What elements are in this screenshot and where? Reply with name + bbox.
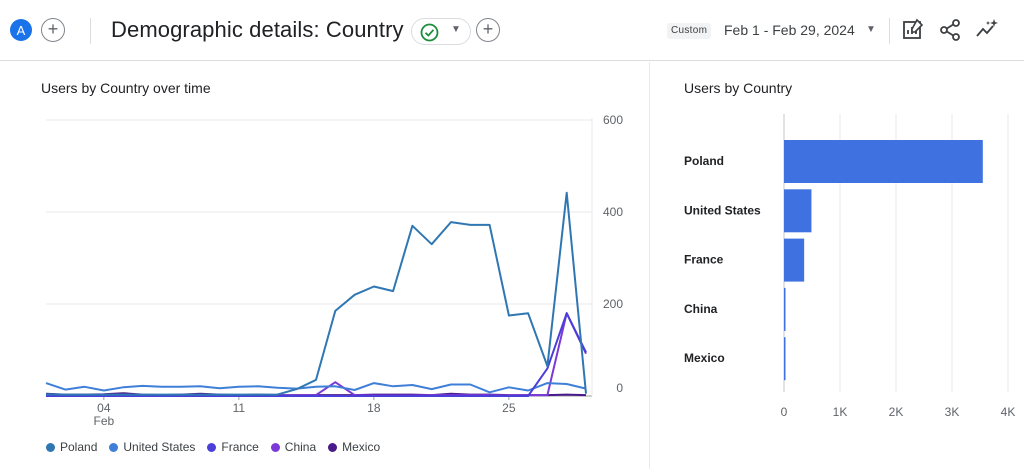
legend-item[interactable]: Mexico — [328, 440, 380, 454]
edit-report-icon[interactable] — [900, 17, 926, 43]
bar-poland — [784, 140, 983, 183]
bar-united-states — [784, 189, 812, 233]
chevron-down-icon[interactable]: ▼ — [866, 24, 876, 35]
bar-label: Poland — [684, 154, 724, 168]
series-line-china — [45, 312, 587, 397]
bar-chart-title: Users by Country — [684, 80, 793, 96]
y-tick-label: 0 — [616, 381, 623, 395]
legend-item[interactable]: Poland — [46, 440, 97, 454]
bar-china — [784, 287, 786, 331]
x-tick-label: 4K — [1001, 405, 1016, 419]
bar-label: France — [684, 253, 724, 267]
series-line-united-states — [45, 382, 587, 394]
series-line-poland — [45, 191, 587, 396]
x-tick-label: 25 — [502, 401, 516, 415]
legend-label: Mexico — [342, 440, 381, 454]
y-tick-label: 400 — [603, 205, 623, 219]
plus-icon: + — [482, 19, 494, 39]
plus-icon: + — [47, 19, 59, 39]
header-divider — [90, 18, 91, 44]
x-tick-label: 0 — [781, 405, 788, 419]
bar-label: Mexico — [684, 351, 725, 365]
y-tick-label: 600 — [603, 113, 623, 127]
legend-dot — [46, 442, 55, 452]
report-header: A + Demographic details: Country ▼ + Cus… — [0, 0, 1024, 61]
legend-item[interactable]: France — [207, 440, 259, 454]
bar-label: China — [684, 302, 718, 316]
x-tick-label: 18 — [367, 401, 381, 415]
share-icon[interactable] — [937, 17, 963, 43]
legend-label: Poland — [60, 440, 98, 454]
legend-item[interactable]: China — [270, 440, 317, 454]
bar-mexico — [784, 337, 786, 381]
line-chart-legend: Poland United States France China Mexico — [46, 440, 392, 454]
x-tick-label: 1K — [833, 405, 848, 419]
bar-france — [784, 238, 805, 282]
check-circle-icon — [420, 23, 439, 42]
line-chart-title: Users by Country over time — [41, 80, 211, 96]
legend-item[interactable]: United States — [109, 440, 195, 454]
x-tick-label: 11 — [233, 401, 246, 415]
x-tick-label: 04 — [97, 401, 111, 415]
status-dropdown[interactable]: ▼ — [411, 18, 471, 45]
legend-dot — [328, 442, 338, 452]
legend-dot — [207, 442, 217, 452]
add-comparison-button[interactable]: + — [41, 18, 65, 42]
header-divider — [889, 18, 890, 44]
x-tick-label: 3K — [945, 405, 960, 419]
series-line-france — [46, 312, 587, 397]
comparison-avatar[interactable]: A — [10, 19, 32, 41]
bar-label: United States — [684, 203, 761, 217]
y-tick-label: 200 — [603, 297, 623, 311]
bar-chart[interactable]: 0 1K 2K 3K 4K Poland United States France China M… — [662, 62, 1024, 469]
page-title: Demographic details: Country — [111, 17, 404, 42]
legend-label: United States — [123, 440, 196, 454]
chevron-down-icon: ▼ — [451, 24, 461, 35]
legend-label: France — [221, 440, 259, 454]
bar-chart-card — [662, 62, 1024, 469]
legend-label: China — [284, 440, 317, 454]
insights-icon[interactable] — [974, 17, 1000, 43]
legend-dot — [109, 442, 119, 452]
x-month-label: Feb — [94, 414, 115, 428]
legend-dot — [270, 442, 280, 452]
x-tick-label: 2K — [889, 405, 904, 419]
add-filter-button[interactable]: + — [476, 18, 500, 42]
line-chart-card — [12, 62, 650, 469]
date-range-picker[interactable]: Feb 1 - Feb 29, 2024 — [724, 22, 855, 38]
custom-badge: Custom — [667, 23, 712, 39]
avatar-letter: A — [16, 22, 26, 38]
